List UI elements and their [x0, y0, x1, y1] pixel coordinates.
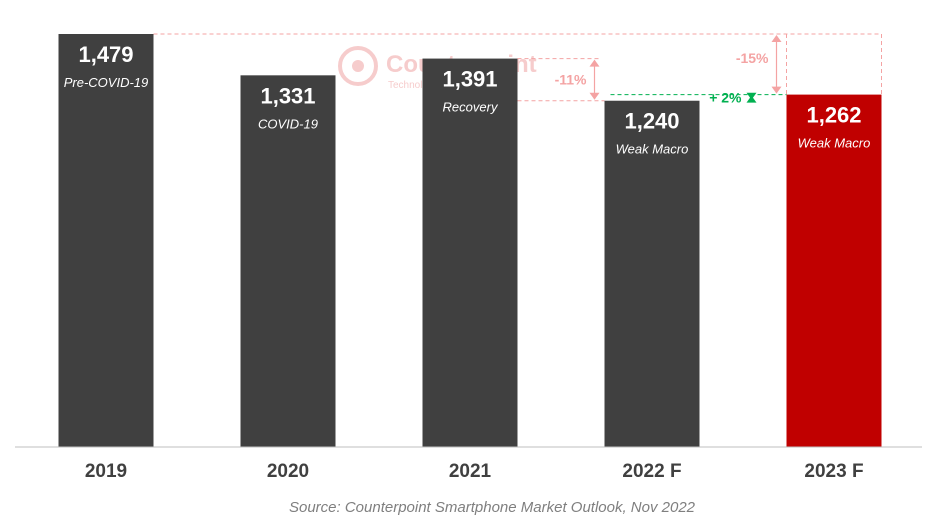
bar-2019 — [58, 34, 154, 447]
arrow-up-icon — [589, 59, 600, 67]
bar-2021 — [422, 58, 518, 447]
arrow-down-icon — [589, 92, 600, 100]
value-label-2021: 1,391 — [442, 67, 497, 92]
category-label-2019: 2019 — [85, 461, 127, 482]
category-labels: 2019 2020 2021 2022 F 2023 F — [85, 461, 864, 482]
change-label-2022-2023: + 2% — [709, 90, 742, 106]
bar-annotation-2019: Pre-COVID-19 — [64, 75, 149, 90]
category-label-2021: 2021 — [449, 461, 492, 482]
value-label-2022-f: 1,240 — [624, 109, 679, 134]
bar-annotation-2020: COVID-19 — [258, 116, 318, 131]
counterpoint-logo-icon — [338, 46, 378, 86]
category-label-2023-f: 2023 F — [804, 461, 863, 482]
change-annotation-2019-2023: -15% — [153, 33, 882, 95]
category-label-2022-f: 2022 F — [622, 461, 681, 482]
change-annotation-2021-2022: -11% — [517, 58, 605, 102]
bar-2022-f — [604, 100, 700, 447]
arrow-down-icon — [746, 92, 757, 100]
change-label-2019-2023: -15% — [736, 50, 769, 66]
category-label-2020: 2020 — [267, 461, 309, 482]
value-label-2023-f: 1,262 — [806, 103, 861, 128]
bar-annotation-2022-f: Weak Macro — [616, 142, 689, 157]
value-label-2020: 1,331 — [260, 83, 315, 108]
arrow-down-icon — [771, 86, 782, 94]
source-note: Source: Counterpoint Smartphone Market O… — [289, 499, 696, 516]
arrow-up-icon — [771, 35, 782, 42]
bar-2020 — [240, 75, 336, 447]
bar-annotation-2021: Recovery — [443, 100, 499, 115]
change-label-2021-2022: -11% — [555, 72, 587, 88]
bars-layer: 1,479 Pre-COVID-19 1,331 COVID-19 1,391 Recov… — [58, 34, 882, 447]
value-label-2019: 1,479 — [78, 42, 133, 67]
annotations-layer: -15% -11% + 2% — [153, 33, 882, 106]
bar-annotation-2023-f: Weak Macro — [798, 136, 871, 151]
change-annotation-2022-2023: + 2% — [610, 90, 787, 106]
bar-2023-f — [786, 94, 882, 447]
